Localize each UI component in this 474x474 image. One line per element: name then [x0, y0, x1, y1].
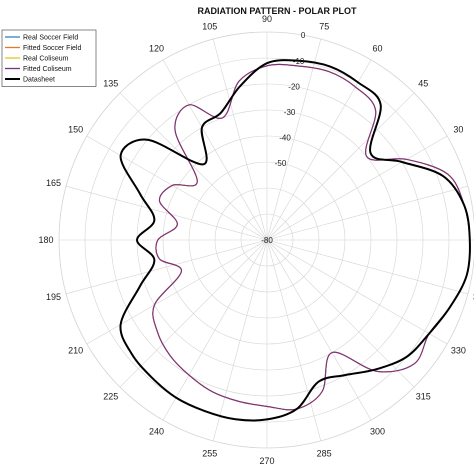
radial-tick-label: -30 [284, 108, 296, 117]
grid-spoke [119, 92, 268, 241]
radial-tick-label: -40 [279, 134, 291, 143]
angle-tick-label: 150 [68, 125, 83, 135]
series-line-real-soccer-field [152, 63, 471, 411]
series-line-datasheet [119, 59, 471, 422]
angle-tick-label: 165 [46, 178, 61, 188]
series-line-real-coliseum [152, 63, 471, 411]
grid-spoke [86, 135, 268, 241]
grid-spoke [266, 239, 415, 388]
legend-label: Real Soccer Field [23, 35, 78, 42]
grid-spoke [66, 185, 268, 241]
grid-spoke [266, 135, 448, 241]
legend-label: Fitted Soccer Field [23, 45, 81, 52]
angle-tick-label: 195 [46, 292, 61, 302]
angle-tick-label: 75 [319, 22, 329, 32]
angle-tick-label: 285 [317, 448, 332, 458]
grid-spoke [162, 239, 268, 421]
angle-tick-label: 135 [103, 79, 118, 89]
tick-labels: 0153045607590105120135150165180195210225… [38, 14, 474, 466]
angle-tick-label: 315 [416, 391, 431, 401]
legend-label: Datasheet [23, 77, 55, 84]
angle-tick-label: 180 [38, 235, 53, 245]
grid-spoke [266, 92, 415, 241]
angle-tick-label: 240 [149, 426, 164, 436]
series-lines [119, 59, 471, 422]
chart-title: RADIATION PATTERN - POLAR PLOT [198, 6, 357, 16]
radial-tick-label: -10 [293, 57, 305, 66]
series-line-fitted-coliseum [152, 63, 471, 411]
legend-label: Real Coliseum [23, 56, 69, 63]
radial-tick-label: -50 [275, 159, 287, 168]
grid-spoke [212, 39, 268, 241]
grid-spoke [66, 239, 268, 295]
grid-spoke [119, 239, 268, 388]
grid-spoke [266, 239, 322, 441]
radial-tick-label: -80 [261, 236, 273, 245]
angle-tick-label: 345 [473, 292, 474, 302]
grid-spoke [266, 239, 448, 345]
angle-tick-label: 300 [370, 426, 385, 436]
radial-tick-label: 0 [301, 31, 306, 40]
angle-tick-label: 105 [202, 22, 217, 32]
angle-tick-label: 60 [372, 44, 382, 54]
angle-tick-label: 330 [451, 346, 466, 356]
grid-spoke [266, 239, 468, 295]
angle-tick-label: 90 [262, 14, 272, 24]
grid-spoke [266, 39, 322, 241]
legend-label: Fitted Coliseum [23, 66, 72, 73]
grid-spoke [162, 59, 268, 241]
radial-tick-label: -20 [288, 82, 300, 91]
angle-tick-label: 225 [103, 391, 118, 401]
grid-spoke [266, 185, 468, 241]
legend: Real Soccer Field Fitted Soccer Field Real… [1, 29, 97, 87]
angle-tick-label: 210 [68, 346, 83, 356]
series-line-fitted-soccer-field [152, 63, 471, 411]
angle-tick-label: 45 [418, 79, 428, 89]
grid-spoke [212, 239, 268, 441]
angle-tick-label: 120 [149, 44, 164, 54]
grid-spoke [266, 239, 372, 421]
grid-spoke [266, 59, 372, 241]
angle-tick-label: 30 [453, 125, 463, 135]
angle-tick-label: 270 [259, 456, 274, 466]
angle-tick-label: 255 [202, 448, 217, 458]
polar-grid [58, 31, 474, 449]
grid-spoke [86, 239, 268, 345]
